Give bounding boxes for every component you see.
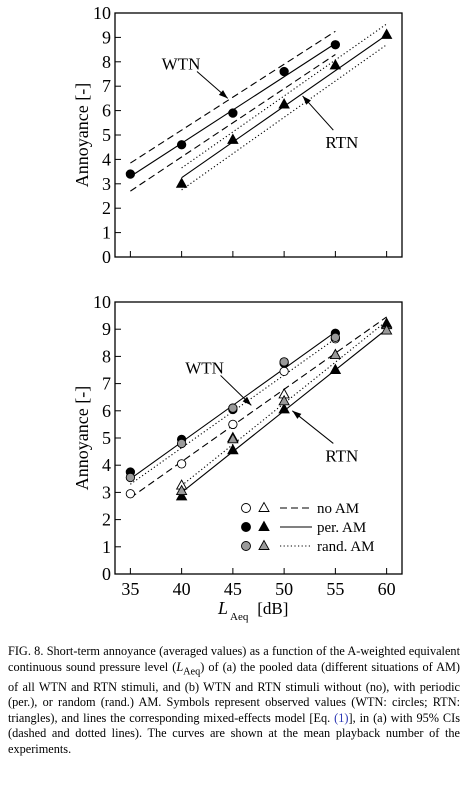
y-tick-label-b-3: 3 — [102, 482, 111, 502]
marker-a-wtn-0 — [125, 169, 136, 179]
marker-b-wtn-rand-am-1 — [176, 438, 187, 449]
caption-text-3: ], in (a) with 95% CIs (dashed and dotte… — [8, 710, 460, 757]
marker-b-wtn-rand-am-2 — [228, 403, 238, 413]
annotation-arrowhead-a-0 — [218, 90, 228, 99]
caption-symbol-l: L — [176, 659, 184, 674]
marker-b-rtn-rand-am-4 — [380, 324, 393, 335]
y-tick-label-b-6: 6 — [102, 401, 111, 421]
y-tick-label-b-2: 2 — [102, 510, 111, 530]
annotation-arrowhead-b-0 — [242, 396, 252, 406]
marker-a-rtn-3 — [329, 59, 342, 70]
x-axis-label-subscript: Aeq — [230, 611, 249, 623]
marker-b-wtn-no-am-2 — [228, 419, 238, 430]
model-line-b-3 — [181, 320, 387, 487]
x-tick-label-35: 35 — [121, 579, 139, 599]
y-axis-label-a: Annoyance [-] — [72, 83, 92, 187]
x-tick-label-50: 50 — [275, 579, 293, 599]
caption-text-2: ) of (a) the pooled data (different situ… — [8, 659, 460, 725]
marker-b-wtn-rand-am-4 — [330, 332, 341, 343]
annotation-arrowhead-a-1 — [302, 95, 311, 105]
marker-a-wtn-4 — [330, 40, 341, 50]
x-tick-label-40: 40 — [173, 579, 191, 599]
x-axis-label: L Aeq [dB] — [217, 598, 288, 623]
model-line-a-1 — [130, 30, 336, 164]
x-tick-label-60: 60 — [378, 579, 396, 599]
y-tick-label-a-8: 8 — [102, 52, 111, 72]
marker-b-wtn-no-am-3 — [279, 366, 289, 377]
y-tick-label-b-10: 10 — [93, 292, 111, 312]
marker-b-wtn-no-am-0 — [125, 489, 136, 499]
annotation-label-a-0: WTN — [162, 55, 201, 74]
legend-circle-2 — [241, 541, 251, 551]
x-axis-label-symbol: L — [217, 598, 228, 618]
annotation-label-b-1: RTN — [325, 446, 358, 465]
y-tick-label-b-1: 1 — [102, 537, 111, 557]
caption-figure-number: FIG. 8. — [8, 644, 44, 658]
legend-circle-0 — [241, 503, 251, 513]
y-tick-label-b-4: 4 — [102, 455, 111, 475]
x-axis-label-unit: [dB] — [253, 599, 288, 618]
legend-label-2: rand. AM — [317, 539, 375, 555]
model-line-b-2 — [130, 316, 387, 499]
y-axis-label-b: Annoyance [-] — [72, 386, 92, 490]
legend-label-0: no AM — [317, 501, 359, 517]
model-line-a-2 — [130, 54, 336, 192]
legend-triangle-0 — [258, 501, 270, 512]
y-tick-label-a-7: 7 — [102, 76, 111, 96]
marker-b-rtn-per-am-0 — [175, 490, 188, 501]
annotation-label-a-1: RTN — [325, 133, 358, 152]
y-tick-label-b-8: 8 — [102, 346, 111, 366]
y-tick-label-a-9: 9 — [102, 27, 111, 47]
figure-caption: FIG. 8. Short-term annoyance (averaged v… — [8, 644, 460, 758]
marker-a-rtn-1 — [227, 133, 239, 144]
y-tick-label-b-5: 5 — [102, 428, 111, 448]
marker-b-wtn-rand-am-3 — [279, 357, 289, 367]
y-tick-label-b-0: 0 — [102, 564, 111, 584]
legend-triangle-1 — [258, 520, 270, 531]
marker-b-rtn-rand-am-3 — [329, 348, 342, 359]
caption-symbol-sub: Aeq — [183, 666, 201, 678]
y-tick-label-b-7: 7 — [102, 374, 111, 394]
marker-b-rtn-per-am-3 — [329, 363, 342, 374]
marker-b-rtn-per-am-2 — [278, 403, 290, 414]
marker-b-wtn-rand-am-0 — [125, 472, 136, 483]
y-tick-label-a-5: 5 — [102, 125, 111, 145]
y-tick-label-a-1: 1 — [102, 223, 111, 243]
y-tick-label-a-2: 2 — [102, 198, 111, 218]
x-tick-label-55: 55 — [326, 579, 344, 599]
model-line-b-1 — [130, 338, 336, 485]
marker-a-wtn-3 — [279, 66, 289, 77]
marker-a-wtn-2 — [228, 108, 238, 118]
y-tick-label-b-9: 9 — [102, 319, 111, 339]
marker-b-rtn-rand-am-2 — [278, 394, 290, 406]
marker-a-wtn-1 — [176, 140, 187, 150]
marker-b-rtn-rand-am-0 — [175, 484, 188, 495]
caption-text-1: Short-term annoyance (averaged values) a… — [8, 644, 460, 674]
panel-a-annoyance-chart: 0 1 2 3 4 5 6 7 8 9 10 Annoyance [-] WTN RTN — [72, 3, 403, 267]
legend-triangle-2 — [258, 539, 270, 550]
marker-a-rtn-2 — [278, 98, 290, 109]
annotation-arrowhead-b-1 — [292, 410, 302, 419]
annotation-label-b-0: WTN — [185, 358, 224, 377]
model-line-a-5 — [181, 44, 387, 191]
y-tick-label-a-6: 6 — [102, 101, 111, 121]
y-tick-label-a-10: 10 — [93, 3, 111, 23]
marker-a-rtn-0 — [175, 177, 188, 188]
marker-b-rtn-per-am-1 — [227, 443, 239, 455]
marker-b-rtn-rand-am-1 — [227, 432, 239, 444]
y-tick-label-a-4: 4 — [102, 149, 111, 169]
equation-link[interactable]: (1) — [334, 710, 349, 725]
marker-a-rtn-4 — [380, 28, 393, 39]
y-tick-label-a-3: 3 — [102, 174, 111, 194]
legend-circle-1 — [241, 522, 251, 532]
legend-label-1: per. AM — [317, 520, 366, 536]
marker-b-wtn-no-am-1 — [176, 459, 187, 469]
y-tick-label-a-0: 0 — [102, 247, 111, 267]
x-tick-label-45: 45 — [224, 579, 242, 599]
